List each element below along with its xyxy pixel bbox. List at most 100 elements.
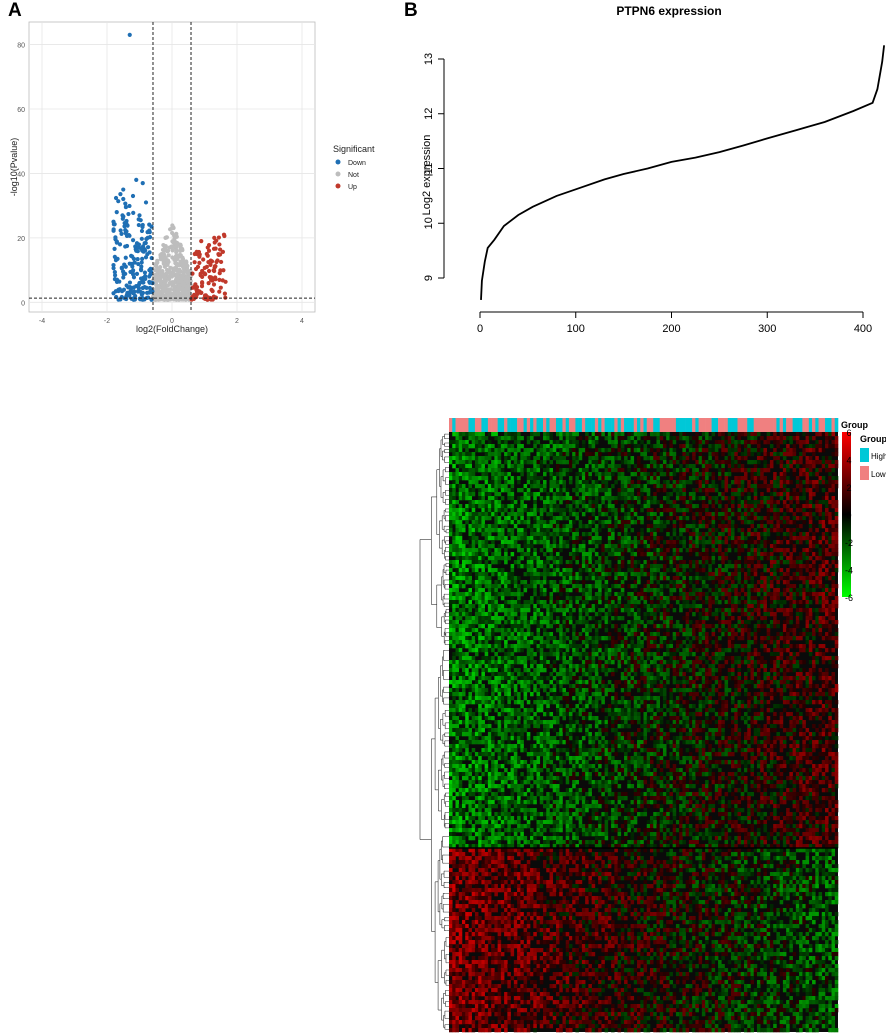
heatmap-cell <box>734 512 738 517</box>
heatmap-cell <box>776 508 780 513</box>
heatmap-cell <box>591 500 596 505</box>
heatmap-cell <box>624 484 628 489</box>
heatmap-cell <box>828 504 832 509</box>
heatmap-cell <box>568 588 573 593</box>
heatmap-cell <box>601 460 605 465</box>
heatmap-cell <box>828 528 832 533</box>
heatmap-cell <box>818 440 823 445</box>
heatmap-cell <box>504 436 508 441</box>
heatmap-cell <box>669 508 673 513</box>
volcano-point-down <box>142 270 148 275</box>
heatmap-cell <box>753 492 758 497</box>
heatmap-cell <box>682 580 686 585</box>
heatmap-cell <box>452 440 456 445</box>
heatmap-cell <box>497 444 502 449</box>
heatmap-cell <box>831 592 836 597</box>
heatmap-cell <box>672 548 677 553</box>
heatmap-cell <box>481 552 485 557</box>
annotation-cell <box>666 418 670 432</box>
heatmap-cell <box>734 592 738 597</box>
heatmap-cell <box>679 508 683 513</box>
heatmap-cell <box>724 504 729 509</box>
heatmap-cell <box>640 592 644 597</box>
heatmap-cell <box>617 508 622 513</box>
heatmap-cell <box>552 444 557 449</box>
heatmap-cell <box>695 592 699 597</box>
heatmap-cell <box>510 488 515 493</box>
heatmap-cell <box>656 588 661 593</box>
heatmap-cell <box>543 544 547 549</box>
heatmap-cell <box>756 524 761 529</box>
heatmap-cell <box>721 512 725 517</box>
heatmap-cell <box>572 572 576 577</box>
heatmap-cell <box>760 504 764 509</box>
heatmap-cell <box>630 556 635 561</box>
heatmap-cell <box>604 560 609 565</box>
heatmap-cell <box>517 584 521 589</box>
heatmap-cell <box>607 564 612 569</box>
heatmap-cell <box>559 528 563 533</box>
heatmap-cell <box>649 460 654 465</box>
heatmap-cell <box>786 560 790 565</box>
heatmap-cell <box>782 456 787 461</box>
heatmap-cell <box>526 436 531 441</box>
heatmap-cell <box>653 452 657 457</box>
heatmap-cell <box>705 556 709 561</box>
heatmap-cell <box>672 436 677 441</box>
heatmap-cell <box>776 456 780 461</box>
heatmap-cell <box>594 528 599 533</box>
heatmap-cell <box>743 504 748 509</box>
heatmap-cell <box>478 456 482 461</box>
heatmap-cell <box>750 500 755 505</box>
annotation-cell <box>821 418 826 432</box>
heatmap-cell <box>795 460 800 465</box>
heatmap-cell <box>766 588 771 593</box>
heatmap-cell <box>520 508 524 513</box>
heatmap-cell <box>653 588 657 593</box>
heatmap-cell <box>507 592 511 597</box>
heatmap-cell <box>662 540 667 545</box>
heatmap-cell <box>656 488 661 493</box>
heatmap-cell <box>637 464 641 469</box>
heatmap-cell <box>484 592 489 597</box>
heatmap-cell <box>656 592 661 597</box>
heatmap-cell <box>530 572 534 577</box>
heatmap-cell <box>481 528 485 533</box>
heatmap-cell <box>815 440 819 445</box>
heatmap-cell <box>795 504 800 509</box>
heatmap-cell <box>630 584 635 589</box>
heatmap-cell <box>549 476 554 481</box>
heatmap-cell <box>607 452 612 457</box>
heatmap-cell <box>513 560 518 565</box>
heatmap-cell <box>831 588 836 593</box>
heatmap-cell <box>607 592 612 597</box>
heatmap-cell <box>474 596 479 601</box>
heatmap-cell <box>555 432 560 437</box>
heatmap-cell <box>568 476 573 481</box>
heatmap-cell <box>578 500 583 505</box>
heatmap-cell <box>747 592 751 597</box>
heatmap-cell <box>568 576 573 581</box>
volcano-point-not <box>181 295 186 300</box>
heatmap-cell <box>646 440 651 445</box>
heatmap-cell <box>669 452 673 457</box>
heatmap-cell <box>497 504 502 509</box>
heatmap-cell <box>679 572 683 577</box>
heatmap-cell <box>766 504 771 509</box>
heatmap-cell <box>776 592 780 597</box>
heatmap-cell <box>675 460 680 465</box>
heatmap-cell <box>640 520 644 525</box>
heatmap-cell <box>792 584 797 589</box>
heatmap-cell <box>792 504 797 509</box>
annotation-cell <box>834 418 839 432</box>
heatmap-cell <box>484 576 489 581</box>
annotation-cell <box>572 418 576 432</box>
heatmap-cell <box>692 584 696 589</box>
annotation-cell <box>731 418 735 432</box>
heatmap-cell <box>808 468 813 473</box>
heatmap-cell <box>449 516 453 521</box>
heatmap-cell <box>825 484 829 489</box>
heatmap-cell <box>607 472 612 477</box>
heatmap-cell <box>543 576 547 581</box>
heatmap-cell <box>604 588 609 593</box>
